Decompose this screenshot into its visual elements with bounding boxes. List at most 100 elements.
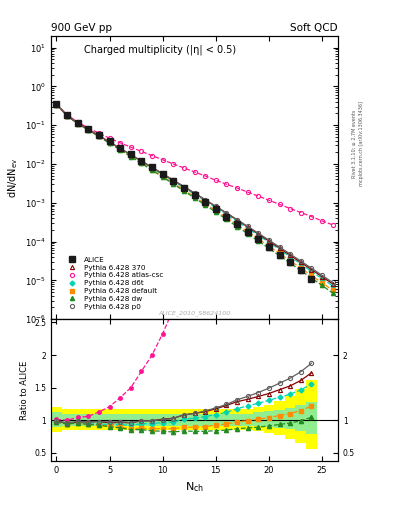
Pythia 6.428 p0 (298, 258, 303, 264)
Pythia 6.428 dw (309, 275, 314, 281)
Pythia 6.428 d6t (266, 239, 271, 245)
Pythia 6.428 dw (213, 209, 218, 215)
Pythia 6.428 370 (192, 190, 197, 196)
Pythia 6.428 p0 (224, 210, 229, 216)
Text: Charged multiplicity (|η| < 0.5): Charged multiplicity (|η| < 0.5) (84, 45, 236, 55)
ALICE (288, 260, 292, 266)
Pythia 6.428 d6t (245, 225, 250, 231)
Pythia 6.428 d6t (320, 275, 324, 282)
Pythia 6.428 dw (192, 195, 197, 201)
Pythia 6.428 atlas-csc (309, 214, 314, 220)
Pythia 6.428 atlas-csc (224, 181, 229, 187)
Pythia 6.428 default (107, 140, 112, 146)
Pythia 6.428 370 (86, 126, 91, 133)
ALICE (65, 112, 70, 118)
Pythia 6.428 dw (288, 260, 292, 266)
Pythia 6.428 dw (107, 140, 112, 146)
Pythia 6.428 atlas-csc (256, 193, 261, 199)
Pythia 6.428 default (192, 194, 197, 200)
Pythia 6.428 370 (213, 203, 218, 209)
Legend: ALICE, Pythia 6.428 370, Pythia 6.428 atlas-csc, Pythia 6.428 d6t, Pythia 6.428 : ALICE, Pythia 6.428 370, Pythia 6.428 at… (61, 254, 167, 313)
Line: Pythia 6.428 d6t: Pythia 6.428 d6t (55, 103, 334, 288)
Pythia 6.428 atlas-csc (330, 222, 335, 228)
Pythia 6.428 p0 (213, 203, 218, 209)
Pythia 6.428 d6t (203, 198, 208, 204)
Pythia 6.428 370 (107, 139, 112, 145)
Pythia 6.428 p0 (65, 112, 70, 118)
Pythia 6.428 d6t (224, 211, 229, 218)
Pythia 6.428 default (235, 222, 239, 228)
Pythia 6.428 370 (160, 170, 165, 177)
Pythia 6.428 dw (54, 101, 59, 108)
Pythia 6.428 atlas-csc (298, 209, 303, 216)
Y-axis label: dN/dN$_{\rm ev}$: dN/dN$_{\rm ev}$ (6, 157, 20, 198)
Pythia 6.428 default (320, 280, 324, 286)
Pythia 6.428 atlas-csc (97, 130, 101, 136)
Pythia 6.428 default (182, 187, 186, 193)
ALICE (203, 199, 208, 205)
Pythia 6.428 dw (65, 113, 70, 119)
Pythia 6.428 default (245, 229, 250, 235)
Pythia 6.428 370 (65, 113, 70, 119)
ALICE (182, 185, 186, 191)
ALICE (86, 126, 91, 132)
Pythia 6.428 d6t (298, 261, 303, 267)
Pythia 6.428 370 (256, 231, 261, 237)
Pythia 6.428 d6t (182, 184, 186, 190)
Pythia 6.428 d6t (129, 152, 133, 158)
Pythia 6.428 370 (54, 101, 59, 107)
ALICE (107, 138, 112, 144)
Pythia 6.428 default (97, 134, 101, 140)
Pythia 6.428 370 (118, 145, 123, 152)
Pythia 6.428 default (54, 101, 59, 108)
Pythia 6.428 p0 (97, 133, 101, 139)
Pythia 6.428 370 (266, 238, 271, 244)
Pythia 6.428 dw (256, 238, 261, 244)
Pythia 6.428 atlas-csc (277, 201, 282, 207)
Pythia 6.428 atlas-csc (213, 177, 218, 183)
Pythia 6.428 dw (160, 174, 165, 180)
Pythia 6.428 default (65, 113, 70, 119)
ALICE (245, 228, 250, 234)
Pythia 6.428 p0 (139, 158, 144, 164)
Pythia 6.428 p0 (245, 223, 250, 229)
Text: Rivet 3.1.10; ≥ 2.7M events: Rivet 3.1.10; ≥ 2.7M events (352, 109, 357, 178)
Line: Pythia 6.428 370: Pythia 6.428 370 (54, 102, 335, 286)
Pythia 6.428 p0 (288, 251, 292, 257)
Line: Pythia 6.428 default: Pythia 6.428 default (54, 102, 335, 292)
Pythia 6.428 default (86, 127, 91, 133)
Pythia 6.428 d6t (277, 246, 282, 252)
Pythia 6.428 370 (245, 224, 250, 230)
Pythia 6.428 atlas-csc (266, 197, 271, 203)
Pythia 6.428 dw (150, 167, 154, 173)
Text: 900 GeV pp: 900 GeV pp (51, 23, 112, 33)
Pythia 6.428 370 (139, 158, 144, 164)
Pythia 6.428 atlas-csc (171, 161, 176, 167)
Pythia 6.428 atlas-csc (86, 125, 91, 131)
Y-axis label: Ratio to ALICE: Ratio to ALICE (20, 360, 29, 420)
Pythia 6.428 370 (298, 260, 303, 266)
ALICE (256, 236, 261, 242)
Pythia 6.428 d6t (150, 165, 154, 171)
Text: mcplots.cern.ch [arXiv:1306.3436]: mcplots.cern.ch [arXiv:1306.3436] (359, 101, 364, 186)
ALICE (118, 145, 123, 151)
Pythia 6.428 p0 (192, 190, 197, 196)
Pythia 6.428 p0 (320, 272, 324, 279)
Pythia 6.428 default (171, 180, 176, 186)
Pythia 6.428 370 (75, 120, 80, 126)
Pythia 6.428 dw (298, 267, 303, 273)
ALICE (277, 251, 282, 258)
ALICE (224, 214, 229, 220)
ALICE (75, 120, 80, 126)
Pythia 6.428 dw (245, 230, 250, 237)
Pythia 6.428 p0 (309, 265, 314, 271)
Pythia 6.428 dw (330, 290, 335, 296)
Pythia 6.428 atlas-csc (288, 205, 292, 211)
Pythia 6.428 atlas-csc (150, 153, 154, 159)
Pythia 6.428 atlas-csc (245, 189, 250, 195)
Pythia 6.428 atlas-csc (192, 169, 197, 175)
Pythia 6.428 p0 (86, 126, 91, 133)
Pythia 6.428 370 (203, 197, 208, 203)
Pythia 6.428 dw (139, 160, 144, 166)
Pythia 6.428 dw (224, 216, 229, 222)
